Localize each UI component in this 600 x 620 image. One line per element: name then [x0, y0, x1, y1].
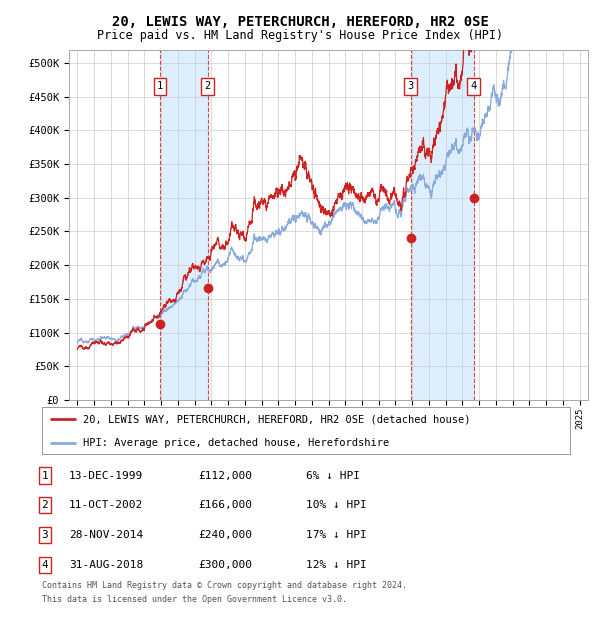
Text: 1: 1	[157, 81, 163, 91]
Text: £300,000: £300,000	[198, 560, 252, 570]
Text: 28-NOV-2014: 28-NOV-2014	[69, 530, 143, 540]
Text: 3: 3	[407, 81, 414, 91]
Text: 2: 2	[41, 500, 49, 510]
Text: 20, LEWIS WAY, PETERCHURCH, HEREFORD, HR2 0SE (detached house): 20, LEWIS WAY, PETERCHURCH, HEREFORD, HR…	[83, 414, 470, 425]
Text: 10% ↓ HPI: 10% ↓ HPI	[306, 500, 367, 510]
Text: 20, LEWIS WAY, PETERCHURCH, HEREFORD, HR2 0SE: 20, LEWIS WAY, PETERCHURCH, HEREFORD, HR…	[112, 16, 488, 30]
Text: 6% ↓ HPI: 6% ↓ HPI	[306, 471, 360, 480]
Text: 31-AUG-2018: 31-AUG-2018	[69, 560, 143, 570]
Text: 13-DEC-1999: 13-DEC-1999	[69, 471, 143, 480]
Text: £112,000: £112,000	[198, 471, 252, 480]
Text: HPI: Average price, detached house, Herefordshire: HPI: Average price, detached house, Here…	[83, 438, 389, 448]
Text: 11-OCT-2002: 11-OCT-2002	[69, 500, 143, 510]
Text: £240,000: £240,000	[198, 530, 252, 540]
Bar	[411, 50, 473, 400]
Text: 4: 4	[41, 560, 49, 570]
Text: Contains HM Land Registry data © Crown copyright and database right 2024.: Contains HM Land Registry data © Crown c…	[42, 581, 407, 590]
Text: 4: 4	[470, 81, 477, 91]
Text: 3: 3	[41, 530, 49, 540]
Text: £166,000: £166,000	[198, 500, 252, 510]
Text: 17% ↓ HPI: 17% ↓ HPI	[306, 530, 367, 540]
Text: Price paid vs. HM Land Registry's House Price Index (HPI): Price paid vs. HM Land Registry's House …	[97, 29, 503, 42]
Bar	[160, 50, 208, 400]
Text: This data is licensed under the Open Government Licence v3.0.: This data is licensed under the Open Gov…	[42, 595, 347, 604]
Text: 2: 2	[205, 81, 211, 91]
Text: 1: 1	[41, 471, 49, 480]
Text: 12% ↓ HPI: 12% ↓ HPI	[306, 560, 367, 570]
